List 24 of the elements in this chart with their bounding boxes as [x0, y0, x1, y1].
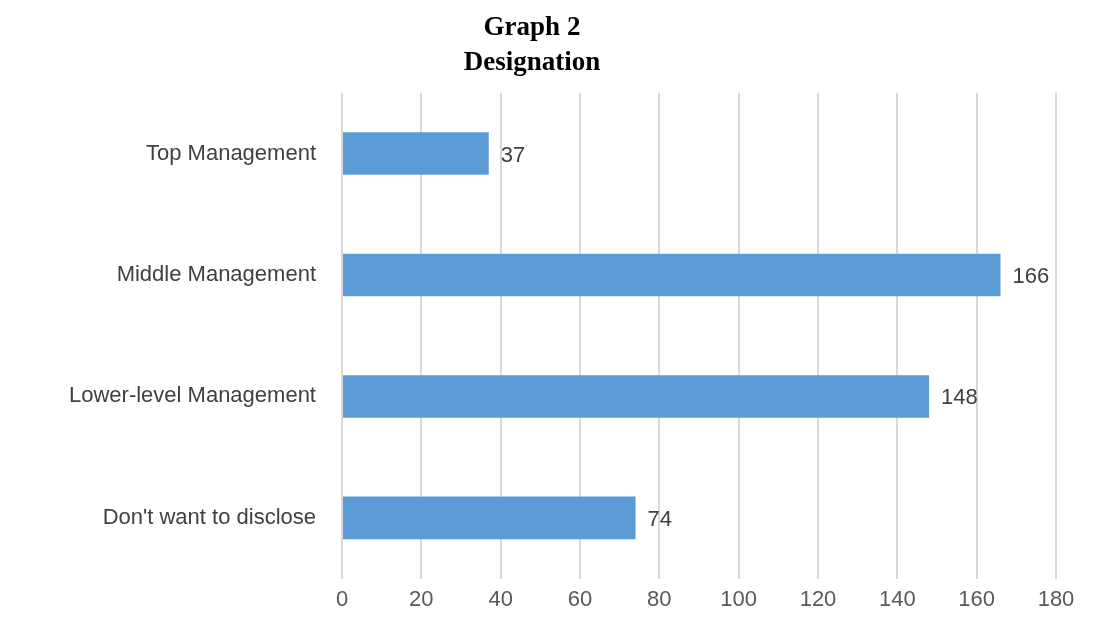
- y-tick-label: Top Management: [146, 139, 316, 165]
- data-label: 74: [647, 505, 673, 531]
- x-tick-label: 80: [647, 585, 672, 611]
- data-label: 148: [941, 384, 978, 410]
- bar: [343, 375, 930, 418]
- y-tick-label: Don't want to disclose: [102, 503, 316, 529]
- x-tick-label: 140: [878, 585, 916, 611]
- x-tick-label: 40: [488, 585, 513, 611]
- y-tick-label: Lower-level Management: [68, 382, 316, 408]
- data-label: 37: [500, 141, 526, 167]
- data-label: 166: [1012, 263, 1050, 289]
- x-tick-label: 20: [409, 585, 434, 611]
- x-tick-label: 100: [720, 585, 758, 611]
- x-tick-label: 180: [1037, 585, 1075, 611]
- y-tick-label: Middle Management: [116, 261, 316, 287]
- x-tick-label: 120: [799, 585, 837, 611]
- bar: [343, 253, 1001, 297]
- x-tick-label: 60: [567, 585, 593, 611]
- x-tick-label: 0: [335, 585, 349, 611]
- bar: [343, 132, 489, 175]
- chart-subtitle: Designation: [463, 45, 601, 76]
- chart-title: Graph 2: [483, 11, 581, 42]
- x-tick-label: 160: [958, 585, 996, 611]
- bar: [343, 496, 636, 540]
